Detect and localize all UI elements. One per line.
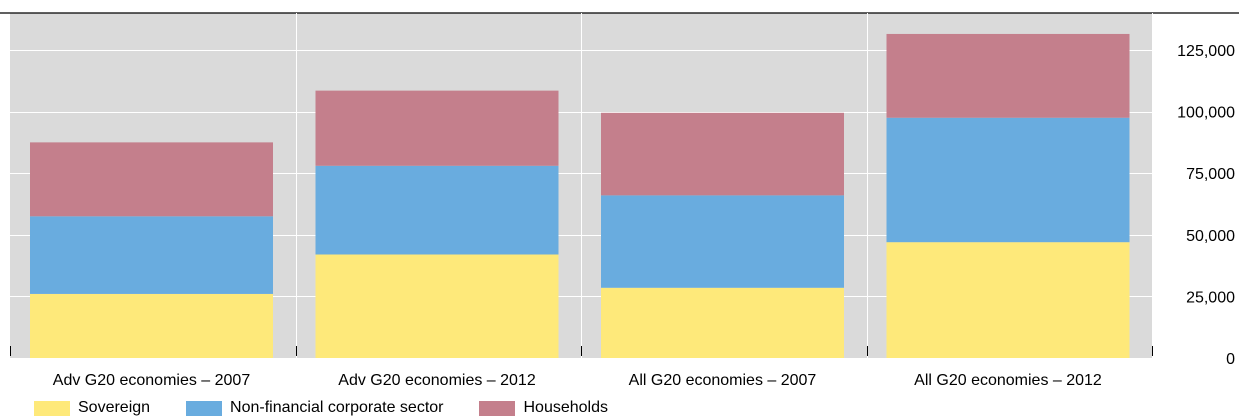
legend-item-households: Households	[479, 398, 608, 418]
legend-label-non-financial-corporate: Non-financial corporate sector	[230, 399, 444, 416]
x-axis: Adv G20 economies – 2007 Adv G20 economie…	[10, 346, 1153, 389]
y-axis: 0 25,000 50,000 75,000 100,000 125,000	[1177, 43, 1235, 368]
bar-sovereign-2	[601, 287, 844, 358]
y-tick-label: 100,000	[1177, 105, 1235, 122]
legend: Sovereign Non-financial corporate sector…	[34, 398, 644, 418]
bar-non-financial-corporate-sector-2	[601, 195, 844, 288]
y-tick-label: 125,000	[1177, 43, 1235, 60]
x-category-label: Adv G20 economies – 2007	[53, 372, 251, 389]
bar-households-3	[886, 33, 1130, 118]
legend-label-sovereign: Sovereign	[78, 399, 151, 416]
legend-swatch-non-financial-corporate	[186, 400, 223, 416]
chart-area: 0 25,000 50,000 75,000 100,000 125,000 Adv G2…	[0, 12, 1239, 389]
x-category-label: All G20 economies – 2012	[914, 372, 1102, 389]
bar-sovereign-3	[886, 242, 1130, 358]
bars	[30, 33, 1130, 358]
bar-households-2	[601, 112, 844, 196]
x-category-label: All G20 economies – 2007	[629, 372, 817, 389]
bar-sovereign-0	[30, 293, 273, 358]
bar-households-0	[30, 142, 273, 217]
legend-item-non-financial-corporate: Non-financial corporate sector	[186, 398, 443, 418]
legend-swatch-households	[479, 400, 516, 416]
y-tick-label: 50,000	[1186, 228, 1235, 245]
bar-non-financial-corporate-sector-3	[886, 117, 1130, 243]
bar-households-1	[315, 90, 559, 166]
bar-sovereign-1	[315, 254, 559, 358]
legend-swatch-sovereign	[34, 400, 70, 416]
y-tick-label: 0	[1226, 351, 1235, 368]
legend-item-sovereign: Sovereign	[34, 398, 150, 418]
bar-non-financial-corporate-sector-0	[30, 216, 273, 294]
y-tick-label: 75,000	[1186, 166, 1235, 183]
legend-label-households: Households	[523, 399, 608, 416]
bar-non-financial-corporate-sector-1	[315, 165, 559, 255]
y-tick-label: 25,000	[1186, 289, 1235, 306]
x-category-label: Adv G20 economies – 2012	[338, 372, 536, 389]
